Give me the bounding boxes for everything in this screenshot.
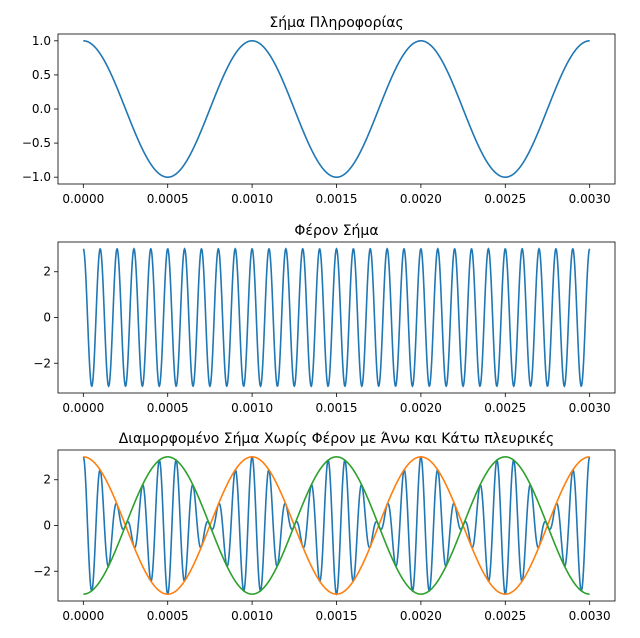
x-tick-label: 0.0000 xyxy=(62,192,104,206)
x-tick-label: 0.0020 xyxy=(400,401,442,415)
plot-frame xyxy=(57,241,616,394)
y-tick-label: 2 xyxy=(43,473,51,487)
x-tick-label: 0.0010 xyxy=(231,609,273,623)
x-tick-label: 0.0005 xyxy=(147,192,189,206)
chart-title: Φέρον Σήμα xyxy=(294,223,378,239)
y-tick-label: 2 xyxy=(43,265,51,279)
plot-frame xyxy=(57,449,616,602)
x-tick-label: 0.0020 xyxy=(400,192,442,206)
y-tick-label: 0.0 xyxy=(32,102,51,116)
y-tick-label: −0.5 xyxy=(22,136,51,150)
y-tick-label: −2 xyxy=(33,564,51,578)
x-tick-label: 0.0010 xyxy=(231,192,273,206)
series-line-3 xyxy=(83,456,590,595)
chart-title: Διαμορφομένο Σήμα Χωρίς Φέρον με Άνω και… xyxy=(119,431,555,447)
y-tick-label: 0 xyxy=(43,519,51,533)
x-tick-label: 0.0000 xyxy=(62,401,104,415)
chart-panel-3: Διαμορφομένο Σήμα Χωρίς Φέρον με Άνω και… xyxy=(33,431,616,623)
x-tick-label: 0.0005 xyxy=(147,401,189,415)
series-line-2 xyxy=(83,456,590,595)
x-tick-label: 0.0030 xyxy=(569,609,611,623)
chart-title: Σήμα Πληροφορίας xyxy=(269,15,403,31)
x-tick-label: 0.0030 xyxy=(569,192,611,206)
y-tick-label: −2 xyxy=(33,356,51,370)
x-tick-label: 0.0025 xyxy=(484,609,526,623)
x-tick-label: 0.0010 xyxy=(231,401,273,415)
y-tick-label: −1.0 xyxy=(22,170,51,184)
x-tick-label: 0.0025 xyxy=(484,192,526,206)
x-tick-label: 0.0020 xyxy=(400,609,442,623)
chart-panel-2: Φέρον Σήμα 0.0000 0.0005 0.0010 0.0015 0.0020… xyxy=(33,223,616,415)
x-tick-label: 0.0000 xyxy=(62,609,104,623)
x-tick-label: 0.0005 xyxy=(147,609,189,623)
series-line-1 xyxy=(82,455,591,596)
x-tick-label: 0.0015 xyxy=(316,609,358,623)
y-tick-label: 0.5 xyxy=(32,68,51,82)
y-tick-label: 0 xyxy=(43,311,51,325)
plot-frame xyxy=(57,33,616,185)
chart-panel-1: Σήμα Πληροφορίας 0.0000 0.0005 0.0010 0.0015… xyxy=(22,15,616,206)
x-tick-label: 0.0030 xyxy=(569,401,611,415)
y-tick-label: 1.0 xyxy=(32,34,51,48)
series-line-1 xyxy=(83,40,590,178)
series-line-1 xyxy=(82,247,591,388)
x-tick-label: 0.0015 xyxy=(316,401,358,415)
x-tick-label: 0.0025 xyxy=(484,401,526,415)
x-tick-label: 0.0015 xyxy=(316,192,358,206)
